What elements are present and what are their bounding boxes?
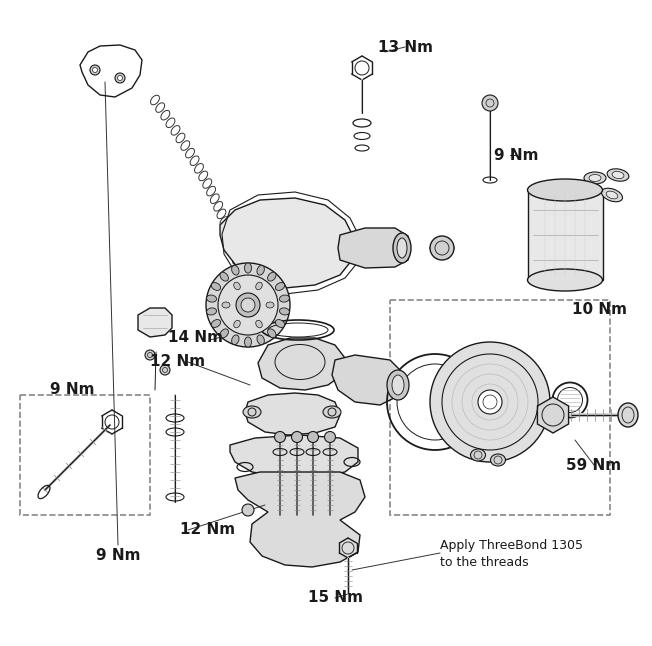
Circle shape bbox=[274, 432, 286, 443]
Polygon shape bbox=[220, 198, 355, 288]
Ellipse shape bbox=[280, 295, 289, 302]
Ellipse shape bbox=[266, 302, 274, 308]
Ellipse shape bbox=[211, 282, 220, 291]
Text: 9 Nm: 9 Nm bbox=[50, 382, 95, 397]
Ellipse shape bbox=[387, 370, 409, 400]
Circle shape bbox=[145, 350, 155, 360]
Polygon shape bbox=[230, 435, 358, 477]
Ellipse shape bbox=[231, 266, 239, 275]
Ellipse shape bbox=[222, 302, 230, 308]
Circle shape bbox=[236, 293, 260, 317]
Ellipse shape bbox=[392, 375, 404, 395]
Ellipse shape bbox=[231, 335, 239, 344]
Ellipse shape bbox=[256, 320, 262, 328]
Circle shape bbox=[242, 504, 254, 516]
Circle shape bbox=[117, 76, 123, 81]
Ellipse shape bbox=[233, 282, 241, 289]
Ellipse shape bbox=[220, 329, 228, 338]
Ellipse shape bbox=[397, 238, 407, 258]
Polygon shape bbox=[258, 338, 345, 390]
Ellipse shape bbox=[211, 320, 220, 328]
Circle shape bbox=[291, 432, 303, 443]
Circle shape bbox=[482, 95, 498, 111]
Polygon shape bbox=[245, 393, 340, 435]
Ellipse shape bbox=[275, 282, 285, 291]
Circle shape bbox=[478, 390, 502, 414]
Ellipse shape bbox=[280, 308, 289, 315]
Ellipse shape bbox=[243, 406, 261, 418]
Circle shape bbox=[430, 342, 550, 462]
Text: 9 Nm: 9 Nm bbox=[494, 147, 539, 163]
Polygon shape bbox=[235, 472, 365, 567]
Polygon shape bbox=[332, 355, 405, 405]
Text: 10 Nm: 10 Nm bbox=[572, 302, 627, 317]
Polygon shape bbox=[338, 228, 410, 268]
Text: 13 Nm: 13 Nm bbox=[378, 39, 432, 54]
Ellipse shape bbox=[275, 320, 285, 328]
Circle shape bbox=[430, 236, 454, 260]
Circle shape bbox=[93, 67, 98, 72]
Polygon shape bbox=[138, 308, 172, 337]
Text: 12 Nm: 12 Nm bbox=[181, 523, 235, 537]
Ellipse shape bbox=[207, 308, 216, 315]
Ellipse shape bbox=[393, 233, 411, 263]
Ellipse shape bbox=[490, 454, 505, 466]
Ellipse shape bbox=[244, 337, 252, 347]
Ellipse shape bbox=[527, 269, 602, 291]
Text: 14 Nm: 14 Nm bbox=[168, 329, 222, 344]
Text: 12 Nm: 12 Nm bbox=[151, 355, 205, 370]
Polygon shape bbox=[537, 397, 569, 433]
Ellipse shape bbox=[471, 449, 486, 461]
Circle shape bbox=[218, 275, 278, 335]
Polygon shape bbox=[527, 190, 602, 280]
Circle shape bbox=[241, 298, 255, 312]
Text: Apply ThreeBond 1305: Apply ThreeBond 1305 bbox=[440, 539, 583, 552]
Ellipse shape bbox=[257, 335, 264, 344]
Ellipse shape bbox=[233, 320, 241, 328]
Text: to the threads: to the threads bbox=[440, 556, 529, 568]
Ellipse shape bbox=[244, 263, 252, 273]
Text: 59 Nm: 59 Nm bbox=[567, 457, 621, 472]
Circle shape bbox=[325, 432, 336, 443]
Text: 9 Nm: 9 Nm bbox=[96, 548, 140, 563]
Ellipse shape bbox=[584, 172, 606, 184]
Ellipse shape bbox=[323, 406, 341, 418]
Circle shape bbox=[90, 65, 100, 75]
Ellipse shape bbox=[606, 191, 617, 199]
Ellipse shape bbox=[256, 282, 262, 289]
Ellipse shape bbox=[612, 171, 624, 178]
Circle shape bbox=[206, 263, 290, 347]
Ellipse shape bbox=[601, 188, 623, 202]
Circle shape bbox=[308, 432, 318, 443]
Ellipse shape bbox=[220, 272, 228, 281]
Ellipse shape bbox=[267, 329, 276, 338]
Circle shape bbox=[115, 73, 125, 83]
Ellipse shape bbox=[607, 169, 629, 182]
Ellipse shape bbox=[257, 266, 264, 275]
Ellipse shape bbox=[618, 403, 638, 427]
Ellipse shape bbox=[267, 272, 276, 281]
Circle shape bbox=[160, 365, 170, 375]
Text: 15 Nm: 15 Nm bbox=[308, 590, 363, 605]
Ellipse shape bbox=[527, 179, 602, 201]
Ellipse shape bbox=[207, 295, 216, 302]
Ellipse shape bbox=[589, 174, 601, 182]
